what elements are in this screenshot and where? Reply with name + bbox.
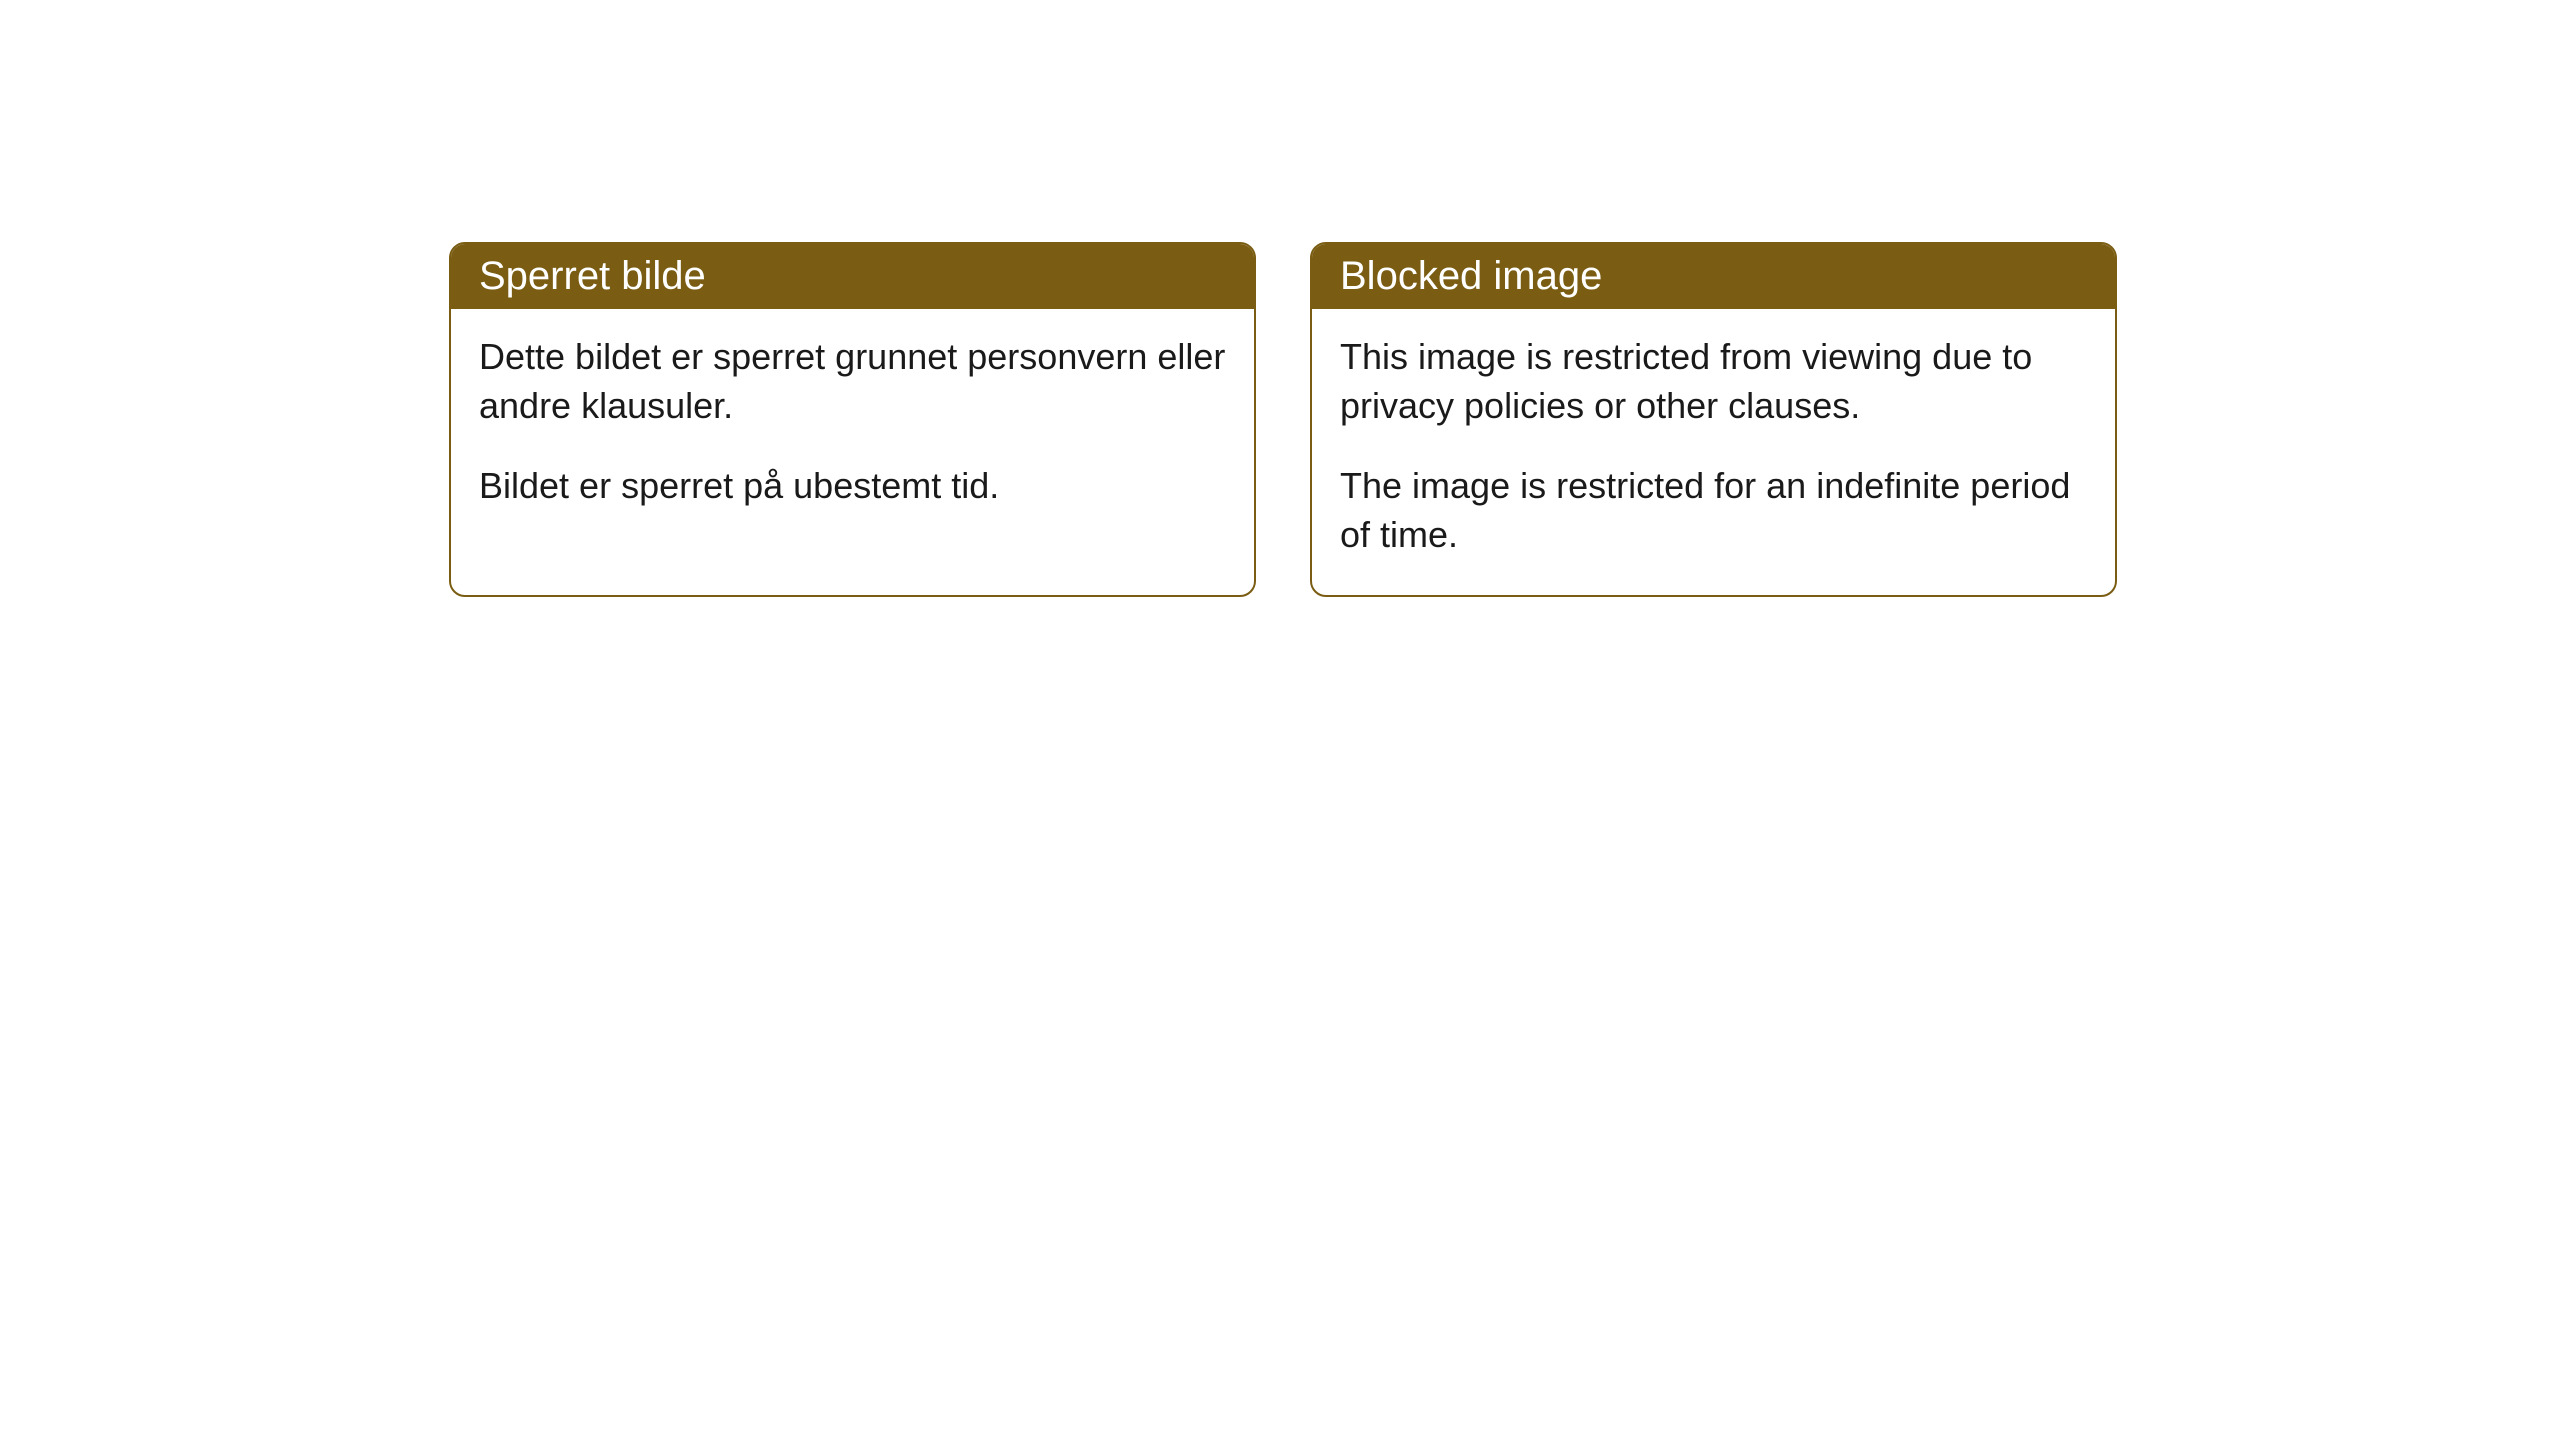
card-paragraph: Bildet er sperret på ubestemt tid.: [479, 462, 1226, 511]
notice-card-norwegian: Sperret bilde Dette bildet er sperret gr…: [449, 242, 1256, 597]
card-body: This image is restricted from viewing du…: [1312, 309, 2115, 595]
card-title: Blocked image: [1340, 254, 1602, 298]
card-body: Dette bildet er sperret grunnet personve…: [451, 309, 1254, 547]
card-paragraph: This image is restricted from viewing du…: [1340, 333, 2087, 430]
card-header: Blocked image: [1312, 244, 2115, 309]
card-paragraph: The image is restricted for an indefinit…: [1340, 462, 2087, 559]
card-header: Sperret bilde: [451, 244, 1254, 309]
card-paragraph: Dette bildet er sperret grunnet personve…: [479, 333, 1226, 430]
notice-card-english: Blocked image This image is restricted f…: [1310, 242, 2117, 597]
notice-cards-container: Sperret bilde Dette bildet er sperret gr…: [449, 242, 2117, 597]
card-title: Sperret bilde: [479, 254, 706, 298]
